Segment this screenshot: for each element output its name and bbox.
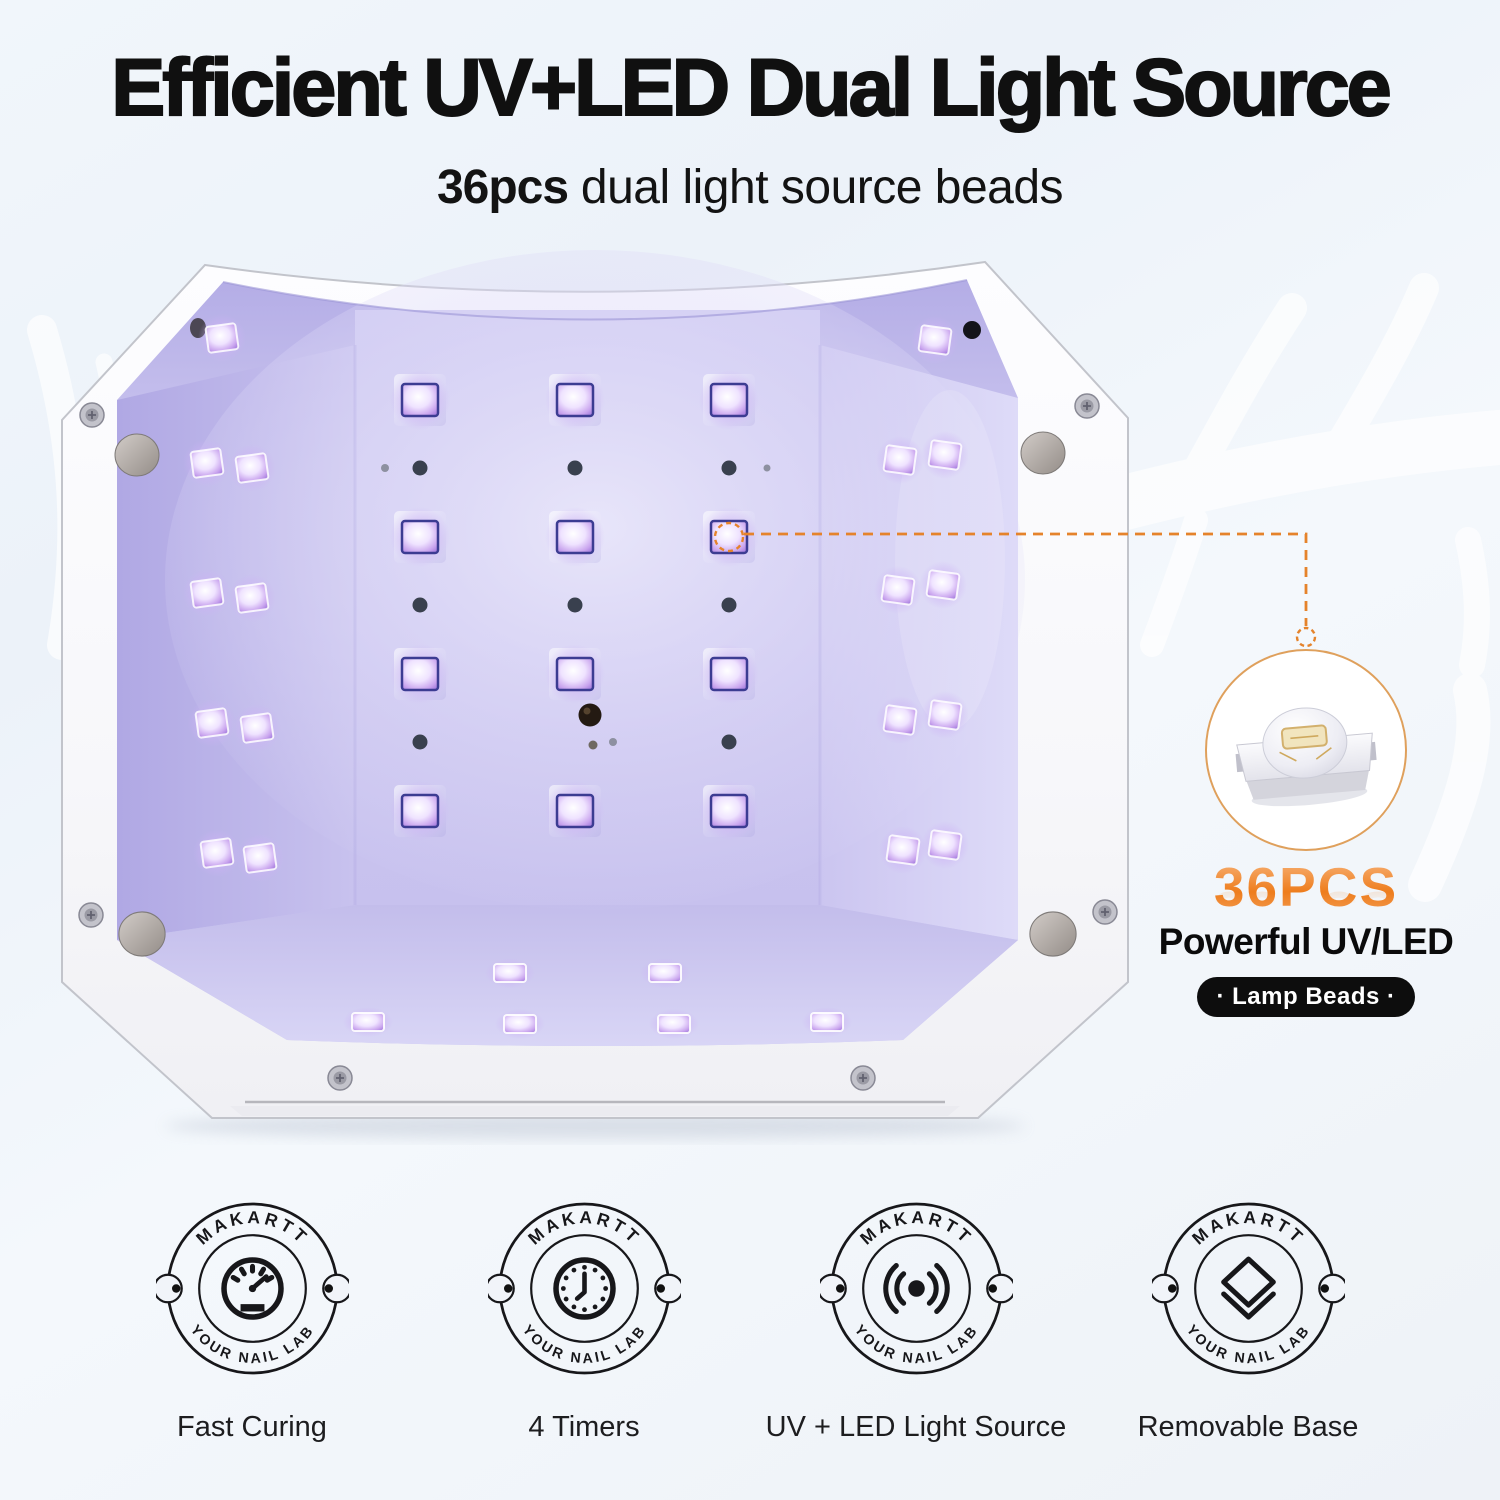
makartt-badge: MAKARTT YOUR NAIL LAB	[1151, 1202, 1345, 1375]
lamp-base-seam	[230, 1100, 960, 1116]
signal-waves-icon	[882, 1262, 950, 1315]
page-title: Efficient UV+LED Dual Light Source	[110, 42, 1392, 134]
feature-label: 4 Timers	[528, 1411, 640, 1443]
bead-count: 36PCS	[1213, 856, 1399, 918]
subtitle-count: 36pcs	[436, 161, 569, 214]
chamber-floor	[117, 905, 1018, 1046]
feature-badges-row: MAKARTT YOUR NAIL LAB Fast Curing	[0, 1192, 1500, 1444]
svg-text:MAKARTT: MAKARTT	[856, 1207, 977, 1249]
badge-brand-top: MAKARTT	[856, 1207, 973, 1249]
led-bead-column-right	[869, 311, 981, 879]
led-bead-column-left	[178, 309, 289, 887]
bead-heading: Powerful UV/LED	[1158, 921, 1454, 962]
badge-brand-top: MAKARTT	[1188, 1207, 1305, 1249]
page-subtitle: 36pcs dual light source beads	[0, 160, 1500, 215]
makartt-badge: MAKARTT YOUR NAIL LAB	[487, 1202, 681, 1375]
svg-text:MAKARTT: MAKARTT	[524, 1207, 645, 1249]
svg-text:MAKARTT: MAKARTT	[192, 1207, 313, 1249]
subtitle-text: dual light source beads	[580, 161, 1064, 214]
makartt-badge: MAKARTT YOUR NAIL LAB	[155, 1202, 349, 1375]
lamp-shadow	[165, 1113, 1025, 1139]
badge-brand-top: MAKARTT	[192, 1207, 309, 1249]
sensor-dots	[381, 460, 771, 750]
feature-fast-curing: MAKARTT YOUR NAIL LAB Fast Curing	[86, 1192, 418, 1444]
feature-4-timers: MAKARTT YOUR NAIL LAB 4 Timers	[418, 1192, 750, 1444]
svg-text:MAKARTT: MAKARTT	[1188, 1207, 1309, 1249]
nail-lamp-photo	[61, 250, 1129, 1139]
timer-clock-icon	[552, 1257, 616, 1320]
lamp-beads-pill: · Lamp Beads ·	[1197, 977, 1415, 1017]
badge-brand-top: MAKARTT	[524, 1207, 641, 1249]
feature-label: Fast Curing	[177, 1411, 327, 1443]
feature-uv-led-light-source: MAKARTT YOUR NAIL LAB UV + LED Light Sou…	[750, 1192, 1082, 1444]
feature-label: Removable Base	[1137, 1411, 1359, 1443]
bead-callout-text: 36PCS Powerful UV/LED · Lamp Beads ·	[1146, 860, 1466, 1017]
makartt-badge: MAKARTT YOUR NAIL LAB	[819, 1202, 1013, 1375]
stacked-layers-icon	[1220, 1256, 1276, 1320]
feature-label: UV + LED Light Source	[765, 1411, 1067, 1443]
feature-removable-base: MAKARTT YOUR NAIL LAB Removable Base	[1082, 1192, 1414, 1444]
speedometer-icon	[220, 1257, 284, 1320]
